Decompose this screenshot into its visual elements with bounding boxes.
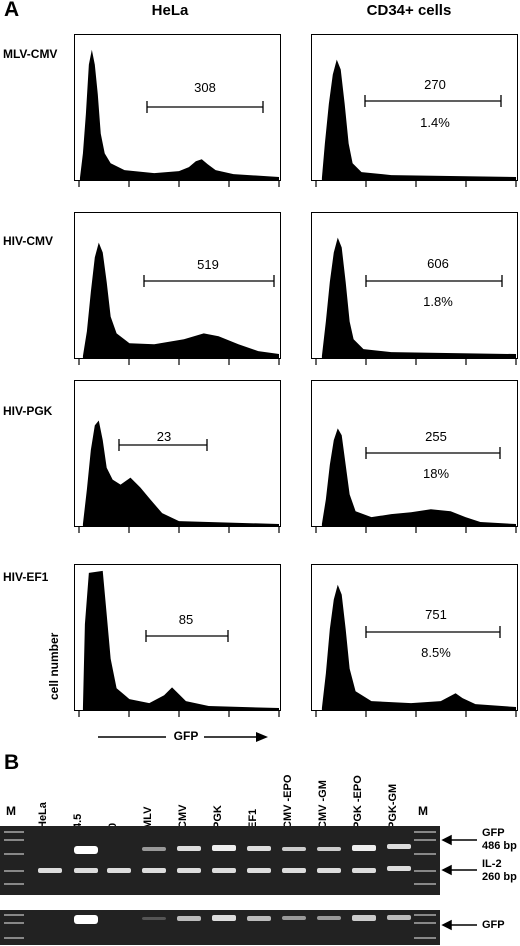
- gel-background: [0, 826, 440, 895]
- gfp-axis-arrow: [98, 732, 268, 742]
- lane-label-m-right: M: [418, 804, 428, 818]
- histogram-plot: [82, 570, 280, 710]
- panel-b-letter: B: [4, 751, 20, 774]
- band-arrows: [441, 834, 477, 931]
- gfp-bands: [74, 844, 411, 854]
- gel-image-top: [0, 826, 440, 895]
- histogram-fill: [321, 428, 517, 526]
- hist-hela-hiv-cmv: [74, 212, 281, 359]
- gate-value-cd34-hiv-ef1: 751: [425, 607, 447, 622]
- gate-value-hela-hiv-cmv: 519: [197, 257, 219, 272]
- histogram-plot: [82, 420, 280, 526]
- il2-band-size: 260 bp: [482, 871, 517, 883]
- histogram-plot: [321, 237, 517, 358]
- row-label-hiv-ef1: HIV-EF1: [3, 570, 49, 584]
- lane-label-cmv-epo: CMV -EPO: [282, 774, 294, 829]
- ladder-left: [4, 914, 24, 939]
- x-axis-label: GFP: [173, 729, 199, 743]
- il2-band-name: IL-2: [482, 858, 502, 870]
- hist-hela-hiv-ef1: [74, 564, 281, 711]
- lane-label-cmv-gm: CMV -GM: [317, 780, 329, 829]
- histogram-fill: [321, 59, 517, 180]
- gate-markers: [118, 95, 503, 642]
- histogram-plot: [321, 428, 517, 526]
- gate-value-hela-hiv-ef1: 85: [178, 612, 194, 627]
- pct-cd34-hiv-pgk: 18%: [422, 466, 450, 481]
- histogram-tick-layer: [78, 95, 517, 717]
- gate-value-cd34-hiv-pgk: 255: [425, 429, 447, 444]
- il2-bands: [38, 866, 411, 873]
- lane-label-hela: HeLa: [37, 802, 49, 829]
- histogram-fill: [321, 237, 517, 358]
- histogram-fill: [82, 242, 280, 358]
- row-label-mlv-cmv: MLV-CMV: [3, 47, 58, 61]
- gate-value-hela-mlv-cmv: 308: [194, 80, 216, 95]
- histogram-fill: [82, 420, 280, 526]
- hist-cd34-hiv-cmv: [311, 212, 518, 359]
- hist-cd34-hiv-ef1: [311, 564, 518, 711]
- ladder-right: [414, 914, 436, 939]
- histogram-plot: [79, 49, 280, 180]
- gate-value-cd34-hiv-cmv: 606: [427, 256, 449, 271]
- lane-label-m-left: M: [6, 804, 16, 818]
- histogram-fill: [79, 49, 280, 180]
- panel-a-letter: A: [4, 0, 20, 21]
- cd34-column-title: CD34+ cells: [366, 2, 452, 19]
- tick-marks: [78, 181, 517, 717]
- histogram-fill: [82, 570, 280, 710]
- il2-band-label: IL-2 260 bp: [482, 858, 517, 884]
- ladder-left: [4, 831, 24, 885]
- pct-cd34-mlv-cmv: 1.4%: [420, 115, 450, 130]
- gfp-band-label-bottom: GFP: [482, 919, 505, 931]
- gate-value-cd34-mlv-cmv: 270: [424, 77, 446, 92]
- histogram-plot: [321, 59, 517, 180]
- hist-cd34-mlv-cmv: [311, 34, 518, 181]
- row-label-hiv-pgk: HIV-PGK: [3, 404, 53, 418]
- gate-value-hela-hiv-pgk: 23: [156, 429, 172, 444]
- histogram-plot: [321, 584, 517, 710]
- hist-hela-hiv-pgk: [74, 380, 281, 527]
- row-label-hiv-cmv: HIV-CMV: [3, 234, 54, 248]
- gfp-band-label: GFP 486 bp: [482, 827, 517, 853]
- gfp-bands-bottom: [74, 915, 411, 924]
- gfp-band-name: GFP: [482, 827, 505, 839]
- lane-label-pgk-gm: PGK-GM: [387, 783, 399, 829]
- ladder-right: [414, 831, 436, 885]
- hist-hela-mlv-cmv: [74, 34, 281, 181]
- hist-cd34-hiv-pgk: [311, 380, 518, 527]
- gfp-band-size: 486 bp: [482, 840, 517, 852]
- hela-column-title: HeLa: [151, 2, 189, 19]
- gel-image-bottom: [0, 910, 440, 945]
- histogram-fill: [321, 584, 517, 710]
- y-axis-label: cell number: [47, 632, 61, 700]
- histogram-plot: [82, 242, 280, 358]
- lane-label-pgk-epo: PGK -EPO: [352, 775, 364, 829]
- pct-cd34-hiv-cmv: 1.8%: [423, 294, 453, 309]
- pct-cd34-hiv-ef1: 8.5%: [421, 645, 451, 660]
